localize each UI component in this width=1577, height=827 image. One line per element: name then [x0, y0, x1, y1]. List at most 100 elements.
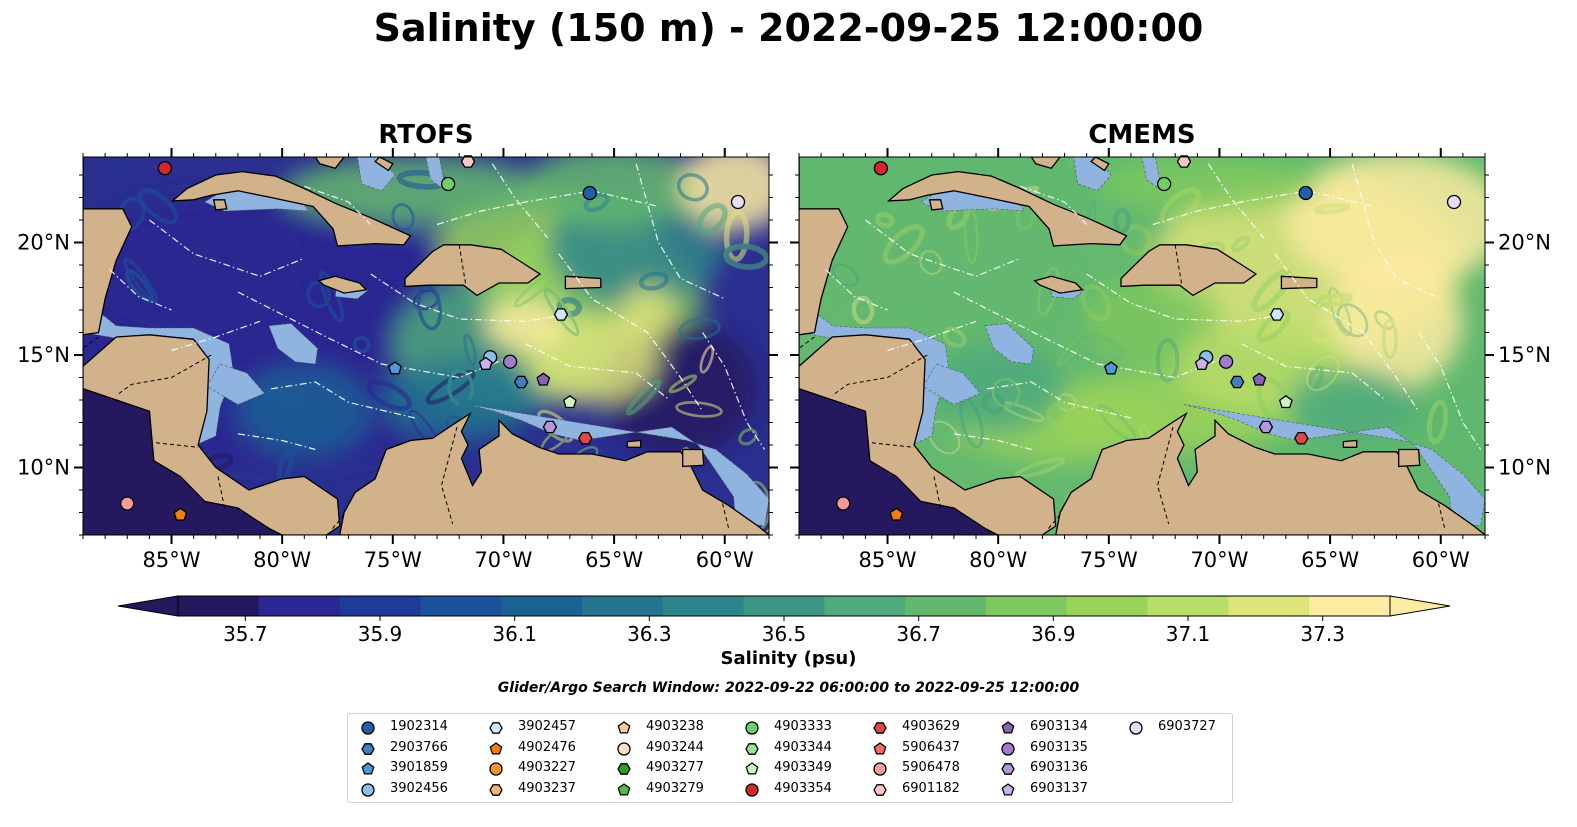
colorbar-tick-label: 36.3: [627, 622, 672, 646]
legend-label: 4903629: [902, 719, 960, 734]
country-border: [83, 336, 99, 349]
legend-marker: [489, 741, 503, 755]
eddy-stroke: [1382, 318, 1398, 359]
eddy-stroke: [875, 211, 895, 229]
legend-label: 6903134: [1030, 719, 1088, 734]
float-marker-6903727: [730, 194, 746, 210]
float-marker-3902457: [553, 308, 569, 321]
legend-marker: [361, 721, 375, 735]
eddy-stroke: [675, 401, 723, 418]
legend-marker: [361, 762, 375, 775]
float-marker-1902314: [1298, 185, 1313, 201]
eddy-stroke: [513, 273, 554, 308]
legend-marker: [1001, 741, 1015, 756]
legend-marker: [1129, 721, 1143, 735]
eez-boundary: [953, 291, 1220, 379]
eddy-stroke: [831, 263, 859, 287]
colorbar-segment: [178, 596, 260, 616]
eddy-stroke: [352, 336, 371, 354]
circle-marker-icon: [745, 782, 759, 797]
legend-item: 2903766: [356, 738, 484, 758]
eez-boundary: [558, 253, 704, 412]
shelf-area: [206, 363, 265, 405]
colorbar-extend-max: [1389, 595, 1451, 617]
legend-label: 6903136: [1030, 760, 1088, 775]
colorbar-tick-label: 36.5: [762, 622, 807, 646]
legend-marker: [1001, 763, 1015, 775]
land-isleYouth: [212, 199, 228, 211]
legend-marker: [489, 762, 503, 776]
salinity-patch: [282, 157, 548, 225]
eddy-stroke: [1075, 333, 1124, 365]
legend-item: 4903238: [612, 717, 740, 737]
legend-item: 4903237: [484, 779, 612, 799]
x-tick-label: 65°W: [585, 548, 643, 572]
float-marker-4903333: [1156, 176, 1172, 192]
salinity-patch: [1285, 368, 1419, 441]
colorbar-tick-label: 35.7: [223, 622, 268, 646]
eddy-stroke: [1306, 355, 1340, 392]
x-tick-label: 75°W: [1080, 548, 1138, 572]
legend-marker: [745, 721, 759, 735]
pacific-ocean: [799, 388, 999, 535]
legend-label: 4902476: [518, 739, 576, 755]
float-marker-2903766: [1229, 375, 1245, 389]
salinity-patch: [931, 343, 1065, 434]
colorbar-segment: [501, 596, 583, 616]
eez-boundary: [702, 332, 766, 450]
legend-label: 5906478: [902, 760, 960, 775]
eez-boundary: [436, 190, 659, 226]
land-margarita: [626, 439, 642, 448]
shelf-area: [315, 157, 447, 192]
legend-item: 6903727: [1124, 717, 1252, 737]
eddy-stroke: [124, 269, 154, 303]
pentagon-marker-icon: [361, 762, 375, 775]
eddy-stroke: [1155, 338, 1180, 383]
legend-label: 4903244: [646, 739, 704, 755]
legend-marker: [617, 782, 631, 796]
colorbar-segment: [905, 596, 987, 616]
eddy-stroke: [723, 209, 750, 263]
shelf-area: [83, 298, 234, 446]
hexagon-marker-icon: [873, 783, 887, 796]
eez-boundary: [271, 381, 416, 419]
eez-boundary: [525, 343, 670, 401]
float-marker-3901859: [1104, 361, 1118, 375]
circle-marker-icon: [361, 782, 375, 797]
eddy-stroke: [1046, 401, 1073, 428]
float-marker-6903137: [1194, 356, 1209, 370]
eddy-stroke: [1231, 235, 1250, 253]
land-yucatan: [799, 157, 849, 336]
shelf-area: [799, 298, 950, 446]
pentagon-marker-icon: [1001, 782, 1015, 796]
hexagon-marker-icon: [617, 763, 631, 775]
eez-boundary: [825, 269, 888, 311]
float-marker-6903727: [1446, 194, 1462, 210]
legend-marker: [1001, 721, 1015, 734]
legend-label: 2903766: [390, 739, 448, 755]
x-tick-label: 80°W: [969, 548, 1027, 572]
x-tick-label: 85°W: [143, 548, 201, 572]
float-marker-6901182: [1176, 155, 1192, 168]
legend-item: 6901182: [868, 779, 996, 799]
float-marker-4903349: [562, 395, 577, 409]
eez-boundary: [149, 219, 305, 277]
land-bahamas2: [1090, 157, 1110, 172]
legend-label: 4903333: [774, 719, 832, 734]
country-border: [155, 442, 199, 448]
legend-item: 1902314: [356, 717, 484, 737]
eddy-stroke: [238, 245, 266, 265]
legend-marker: [361, 782, 375, 797]
legend-marker: [617, 721, 631, 734]
x-tick-label: 85°W: [859, 548, 917, 572]
hexagon-marker-icon: [745, 742, 759, 755]
shelf-area: [268, 323, 318, 365]
search-window-caption: Glider/Argo Search Window: 2022-09-22 06…: [497, 680, 1080, 696]
eddy-stroke: [1314, 202, 1351, 215]
legend-item: 4903344: [740, 738, 868, 758]
salinity-colorbar: 35.7 35.9 36.1 36.3 36.5 36.7 36.9 37.1 37.3: [117, 595, 1451, 646]
eddy-stroke: [668, 374, 698, 394]
country-border: [722, 503, 730, 531]
legend-marker: [745, 782, 759, 797]
shelf-area: [1031, 157, 1163, 192]
